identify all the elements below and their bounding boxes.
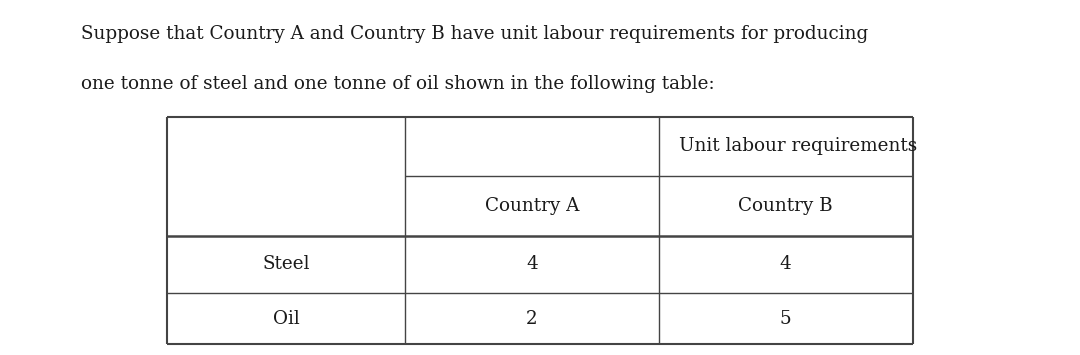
Text: 4: 4: [526, 256, 538, 273]
Text: 5: 5: [780, 310, 792, 328]
Text: 2: 2: [526, 310, 538, 328]
Text: Suppose that Country A and Country B have unit labour requirements for producing: Suppose that Country A and Country B hav…: [81, 25, 868, 43]
Text: Steel: Steel: [262, 256, 310, 273]
Text: Country A: Country A: [485, 197, 579, 215]
Text: Oil: Oil: [273, 310, 299, 328]
Text: 4: 4: [780, 256, 792, 273]
Text: Country B: Country B: [739, 197, 833, 215]
Text: Unit labour requirements: Unit labour requirements: [679, 137, 918, 155]
Text: one tonne of steel and one tonne of oil shown in the following table:: one tonne of steel and one tonne of oil …: [81, 75, 715, 93]
